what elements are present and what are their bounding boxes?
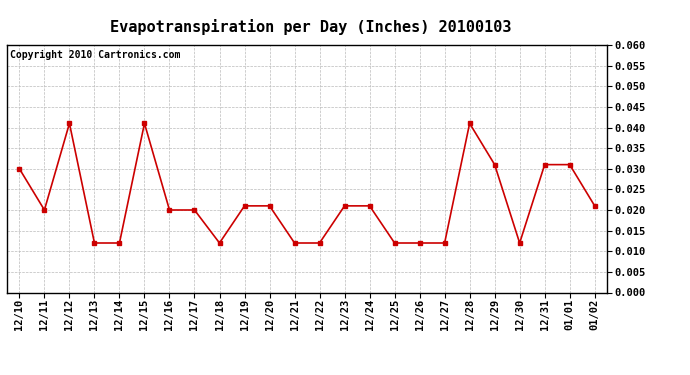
Text: Copyright 2010 Cartronics.com: Copyright 2010 Cartronics.com <box>10 50 180 60</box>
Text: Evapotranspiration per Day (Inches) 20100103: Evapotranspiration per Day (Inches) 2010… <box>110 19 511 35</box>
